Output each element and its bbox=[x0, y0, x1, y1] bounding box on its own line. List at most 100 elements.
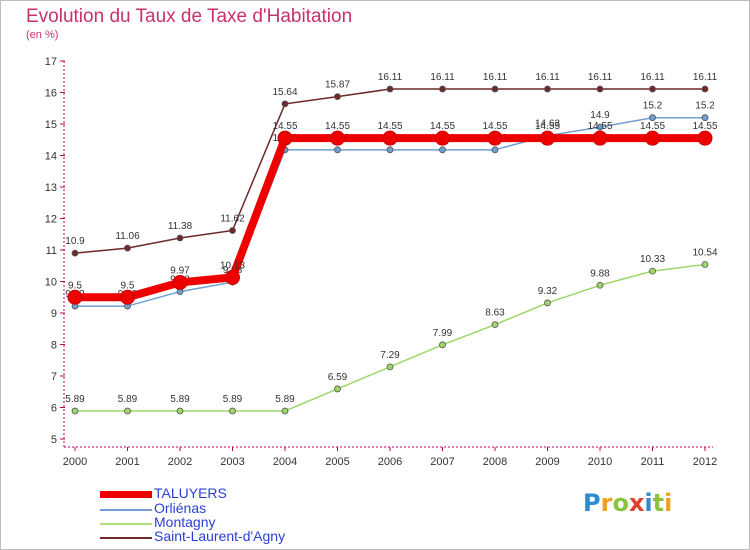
data-point-taluyers bbox=[225, 269, 240, 285]
y-tick-label: 15 bbox=[45, 119, 57, 131]
logo-letter: P bbox=[583, 489, 601, 517]
legend-swatch-taluyers bbox=[100, 491, 152, 498]
data-label-saint-laurent-d-agny: 15.64 bbox=[272, 87, 297, 98]
data-point-saint-laurent-d-agny bbox=[439, 85, 446, 93]
data-point-montagny bbox=[334, 385, 341, 393]
data-point-saint-laurent-d-agny bbox=[71, 249, 79, 257]
data-point-saint-laurent-d-agny bbox=[649, 85, 656, 93]
data-label-saint-laurent-d-agny: 16.11 bbox=[535, 72, 560, 83]
data-point-taluyers bbox=[120, 289, 135, 305]
legend-label-montagny: Montagny bbox=[154, 514, 216, 530]
data-label-saint-laurent-d-agny: 16.11 bbox=[430, 72, 455, 83]
data-label-orlienas: 14.63 bbox=[535, 119, 560, 130]
data-point-taluyers bbox=[382, 130, 398, 146]
data-point-orlienas bbox=[386, 146, 394, 154]
y-tick-label: 11 bbox=[46, 245, 57, 257]
x-tick-label: 2007 bbox=[430, 456, 454, 468]
data-label-saint-laurent-d-agny: 11.62 bbox=[220, 213, 245, 224]
data-label-taluyers: 9.5 bbox=[68, 280, 82, 291]
legend-label-taluyers: TALUYERS bbox=[154, 485, 227, 501]
y-tick-label: 10 bbox=[45, 277, 57, 289]
data-label-montagny: 10.33 bbox=[640, 254, 665, 265]
data-point-saint-laurent-d-agny bbox=[176, 234, 184, 242]
x-tick-label: 2002 bbox=[168, 456, 192, 468]
y-tick-label: 7 bbox=[51, 371, 57, 383]
data-point-saint-laurent-d-agny bbox=[281, 100, 289, 108]
data-point-montagny bbox=[71, 407, 79, 415]
logo-letter: r bbox=[600, 489, 613, 517]
logo-letter: x bbox=[628, 489, 645, 517]
data-label-saint-laurent-d-agny: 16.11 bbox=[588, 72, 613, 83]
data-label-montagny: 10.54 bbox=[692, 247, 717, 258]
data-point-orlienas bbox=[596, 123, 604, 131]
data-point-saint-laurent-d-agny bbox=[229, 227, 236, 234]
data-point-taluyers bbox=[330, 130, 345, 146]
data-point-taluyers bbox=[487, 130, 503, 146]
data-label-taluyers: 14.55 bbox=[535, 121, 560, 132]
data-label-montagny: 7.99 bbox=[433, 328, 453, 339]
x-tick-label: 2009 bbox=[535, 456, 559, 468]
data-point-taluyers bbox=[592, 130, 608, 146]
data-label-taluyers: 14.55 bbox=[482, 121, 507, 132]
x-tick-label: 2001 bbox=[115, 456, 139, 468]
y-tick-label: 16 bbox=[45, 88, 57, 100]
data-label-taluyers: 14.55 bbox=[692, 121, 717, 132]
data-label-saint-laurent-d-agny: 11.06 bbox=[115, 231, 140, 242]
data-label-taluyers: 14.55 bbox=[377, 121, 402, 132]
data-label-saint-laurent-d-agny: 15.87 bbox=[325, 80, 350, 91]
data-label-orlienas: 15.2 bbox=[643, 101, 663, 112]
data-point-saint-laurent-d-agny bbox=[596, 85, 604, 93]
data-label-montagny: 5.89 bbox=[275, 394, 295, 405]
y-unit-label: (en %) bbox=[26, 29, 59, 41]
data-point-montagny bbox=[701, 261, 709, 268]
data-point-taluyers bbox=[645, 130, 660, 146]
data-point-saint-laurent-d-agny bbox=[334, 93, 341, 100]
data-label-saint-laurent-d-agny: 16.11 bbox=[693, 72, 718, 83]
data-label-montagny: 9.88 bbox=[590, 268, 610, 279]
data-label-montagny: 5.89 bbox=[170, 394, 190, 405]
legend-swatch-saint-laurent-d-agny bbox=[100, 537, 152, 539]
data-point-saint-laurent-d-agny bbox=[544, 85, 551, 93]
data-point-orlienas bbox=[649, 114, 656, 122]
data-point-taluyers bbox=[540, 130, 555, 146]
data-point-orlienas bbox=[701, 114, 709, 122]
y-tick-label: 6 bbox=[51, 403, 57, 415]
x-tick-label: 2010 bbox=[588, 456, 612, 468]
x-tick-label: 2008 bbox=[483, 456, 507, 468]
x-tick-label: 2005 bbox=[325, 456, 349, 468]
data-point-montagny bbox=[281, 407, 289, 415]
data-label-saint-laurent-d-agny: 16.11 bbox=[640, 72, 665, 83]
data-label-taluyers: 14.55 bbox=[430, 121, 455, 132]
data-label-montagny: 8.63 bbox=[485, 308, 505, 319]
proxiti-logo: Proxiti bbox=[583, 489, 672, 517]
data-point-montagny bbox=[649, 267, 656, 275]
data-point-taluyers bbox=[67, 289, 83, 305]
data-point-taluyers bbox=[172, 274, 188, 290]
legend-label-saint-laurent-d-agny: Saint-Laurent-d'Agny bbox=[154, 528, 286, 544]
x-tick-label: 2006 bbox=[378, 456, 402, 468]
data-point-saint-laurent-d-agny bbox=[124, 244, 131, 252]
logo-letter: i bbox=[644, 489, 653, 517]
data-label-montagny: 6.59 bbox=[328, 372, 348, 383]
data-point-montagny bbox=[544, 299, 551, 307]
data-label-taluyers: 14.55 bbox=[272, 121, 297, 132]
data-label-montagny: 5.89 bbox=[223, 394, 243, 405]
data-point-montagny bbox=[439, 341, 446, 349]
data-point-montagny bbox=[176, 407, 184, 415]
legend-swatch-orlienas bbox=[100, 509, 152, 511]
x-tick-label: 2012 bbox=[693, 456, 717, 468]
data-point-orlienas bbox=[491, 146, 499, 154]
data-point-saint-laurent-d-agny bbox=[491, 85, 499, 93]
data-label-taluyers: 14.55 bbox=[640, 121, 665, 132]
data-point-montagny bbox=[229, 407, 236, 415]
data-point-taluyers bbox=[277, 130, 293, 146]
data-label-saint-laurent-d-agny: 16.11 bbox=[483, 72, 508, 83]
y-tick-label: 8 bbox=[51, 340, 57, 352]
data-label-montagny: 7.29 bbox=[380, 350, 400, 361]
logo-letter: i bbox=[664, 489, 673, 517]
y-tick-label: 17 bbox=[45, 56, 57, 68]
chart-title: Evolution du Taux de Taxe d'Habitation bbox=[26, 6, 353, 27]
data-point-montagny bbox=[386, 363, 394, 371]
data-point-saint-laurent-d-agny bbox=[701, 85, 709, 93]
